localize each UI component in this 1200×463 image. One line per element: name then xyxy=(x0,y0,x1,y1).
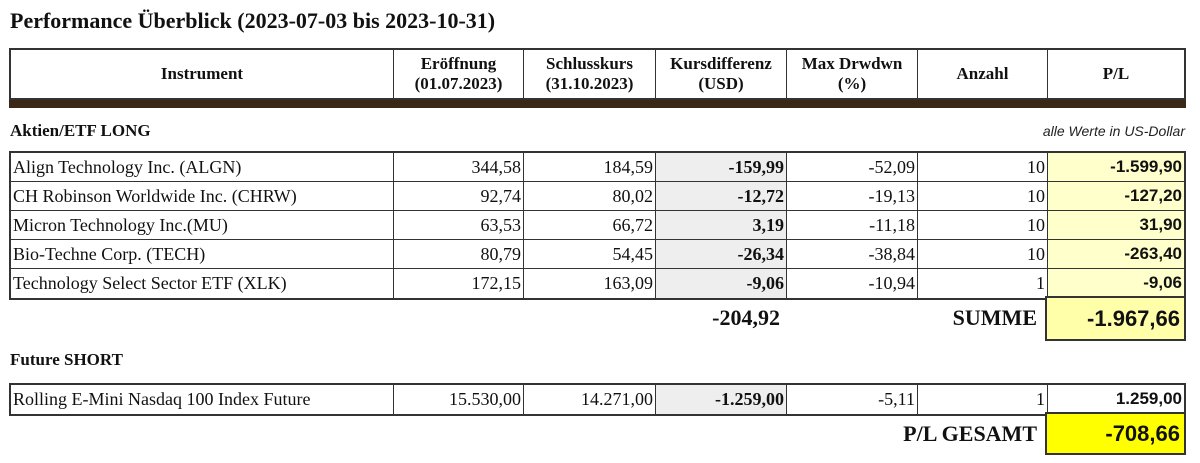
table-row: Rolling E-Mini Nasdaq 100 Index Future 1… xyxy=(11,385,1184,414)
cell-close: 80,02 xyxy=(524,182,656,210)
cell-drawdown: -38,84 xyxy=(787,240,918,268)
cell-drawdown: -11,18 xyxy=(787,211,918,239)
cell-diff: -159,99 xyxy=(656,153,787,181)
table-row: Micron Technology Inc.(MU) 63,53 66,72 3… xyxy=(11,211,1184,240)
cell-close: 54,45 xyxy=(524,240,656,268)
sum-label: SUMME xyxy=(952,305,1037,330)
cell-open: 172,15 xyxy=(394,269,524,298)
section-title-short: Future SHORT xyxy=(10,350,123,369)
cell-pl: 1.259,00 xyxy=(1115,389,1182,408)
col-header-diff: Kursdifferenz (USD) xyxy=(656,50,787,98)
cell-qty: 10 xyxy=(918,153,1048,181)
table-row: CH Robinson Worldwide Inc. (CHRW) 92,74 … xyxy=(11,182,1184,211)
cell-qty: 10 xyxy=(918,182,1048,210)
cell-close: 163,09 xyxy=(524,269,656,298)
short-table: Rolling E-Mini Nasdaq 100 Index Future 1… xyxy=(9,383,1186,416)
col-header-open: Eröffnung (01.07.2023) xyxy=(394,50,524,98)
col-header-pl: P/L xyxy=(1102,64,1130,83)
cell-instrument: Rolling E-Mini Nasdaq 100 Index Future xyxy=(11,385,394,414)
cell-pl: -9,06 xyxy=(1048,269,1184,298)
cell-open: 80,79 xyxy=(394,240,524,268)
cell-instrument: Bio-Techne Corp. (TECH) xyxy=(11,240,394,268)
section-title-long: Aktien/ETF LONG xyxy=(10,121,151,140)
cell-diff: -9,06 xyxy=(656,269,787,298)
col-header-drawdown: Max Drwdwn (%) xyxy=(787,50,918,98)
cell-open: 344,58 xyxy=(394,153,524,181)
cell-close: 66,72 xyxy=(524,211,656,239)
sum-value: -1.967,66 xyxy=(1045,296,1186,341)
cell-close: 14.271,00 xyxy=(524,385,656,414)
cell-close: 184,59 xyxy=(524,153,656,181)
col-header-instrument: Instrument xyxy=(11,50,394,98)
cell-instrument: Align Technology Inc. (ALGN) xyxy=(11,153,394,181)
col-header-close: Schlusskurs (31.10.2023) xyxy=(524,50,656,98)
cell-drawdown: -19,13 xyxy=(787,182,918,210)
total-label: P/L GESAMT xyxy=(903,421,1037,446)
cell-instrument: Technology Select Sector ETF (XLK) xyxy=(11,269,394,298)
diff-sum: -204,92 xyxy=(712,305,780,330)
cell-pl: 31,90 xyxy=(1048,211,1184,239)
cell-instrument: Micron Technology Inc.(MU) xyxy=(11,211,394,239)
cell-open: 15.530,00 xyxy=(394,385,524,414)
table-header: Instrument Eröffnung (01.07.2023) Schluss… xyxy=(9,48,1186,100)
cell-diff: -26,34 xyxy=(656,240,787,268)
cell-pl: -1.599,90 xyxy=(1048,153,1184,181)
cell-diff: -1.259,00 xyxy=(656,385,787,414)
cell-qty: 1 xyxy=(918,385,1048,414)
total-value: -708,66 xyxy=(1045,412,1186,455)
currency-note: alle Werte in US-Dollar xyxy=(1042,123,1185,139)
cell-qty: 10 xyxy=(918,211,1048,239)
header-divider-bar xyxy=(9,100,1186,108)
page-title: Performance Überblick (2023-07-03 bis 20… xyxy=(10,8,496,33)
cell-pl: -127,20 xyxy=(1048,182,1184,210)
cell-diff: 3,19 xyxy=(656,211,787,239)
col-header-qty: Anzahl xyxy=(918,50,1048,98)
cell-open: 63,53 xyxy=(394,211,524,239)
table-row: Technology Select Sector ETF (XLK) 172,1… xyxy=(11,269,1184,298)
table-row: Align Technology Inc. (ALGN) 344,58 184,… xyxy=(11,153,1184,182)
cell-qty: 1 xyxy=(918,269,1048,298)
cell-drawdown: -10,94 xyxy=(787,269,918,298)
cell-qty: 10 xyxy=(918,240,1048,268)
table-row: Bio-Techne Corp. (TECH) 80,79 54,45 -26,… xyxy=(11,240,1184,269)
cell-open: 92,74 xyxy=(394,182,524,210)
cell-pl: -263,40 xyxy=(1048,240,1184,268)
cell-instrument: CH Robinson Worldwide Inc. (CHRW) xyxy=(11,182,394,210)
cell-drawdown: -5,11 xyxy=(787,385,918,414)
cell-diff: -12,72 xyxy=(656,182,787,210)
long-table: Align Technology Inc. (ALGN) 344,58 184,… xyxy=(9,151,1186,300)
cell-drawdown: -52,09 xyxy=(787,153,918,181)
